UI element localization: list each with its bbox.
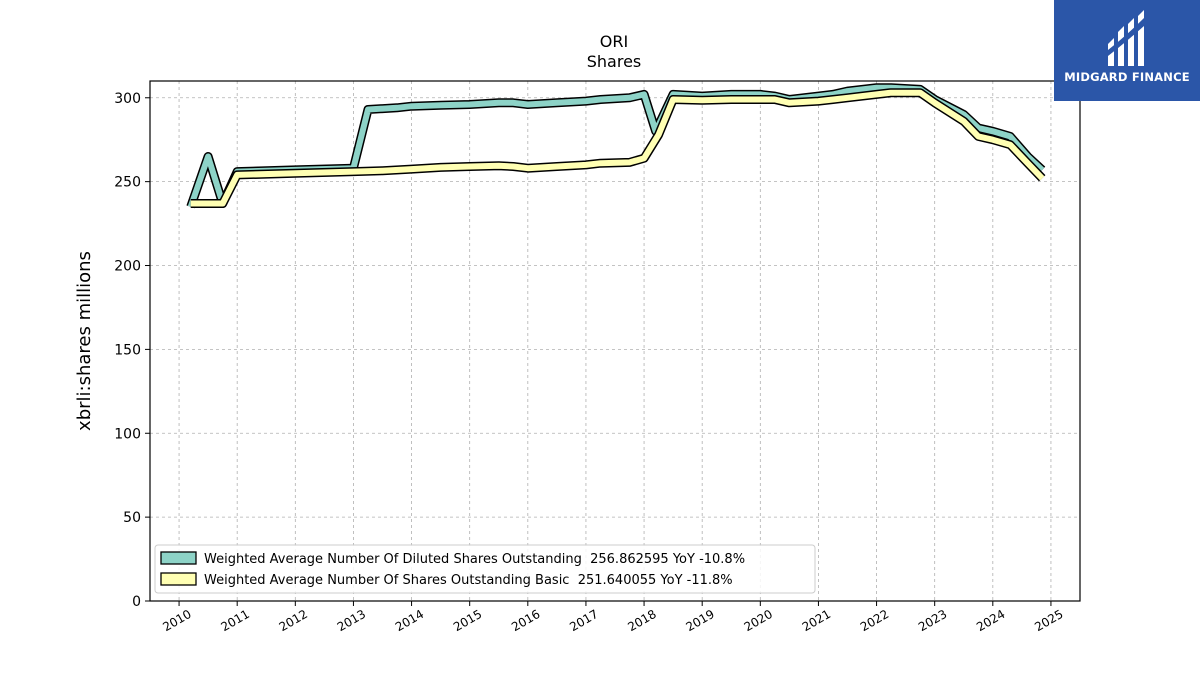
x-tick-label: 2021 (800, 607, 833, 634)
midgard-finance-logo: MIDGARD FINANCE (1054, 0, 1200, 101)
legend-label-basic: Weighted Average Number Of Shares Outsta… (204, 573, 733, 588)
series-line-1 (190, 89, 1045, 207)
y-tick-label: 300 (114, 91, 141, 107)
x-tick-label: 2010 (160, 607, 193, 634)
legend-swatch-diluted (160, 551, 197, 565)
y-tick-label: 100 (114, 426, 141, 442)
x-tick-label: 2017 (567, 607, 600, 634)
legend-swatch-basic (160, 572, 197, 586)
x-tick-label: 2025 (1032, 607, 1065, 634)
y-axis-label: xbrli:shares millions (74, 251, 95, 431)
y-tick-label: 200 (114, 259, 141, 275)
x-tick-label: 2014 (393, 607, 426, 634)
x-tick-label: 2020 (742, 607, 775, 634)
x-tick-label: 2023 (916, 607, 949, 634)
x-tick-label: 2019 (683, 607, 716, 634)
legend-label-diluted: Weighted Average Number Of Diluted Share… (204, 552, 745, 567)
y-tick-label: 150 (114, 342, 141, 358)
x-tick-label: 2015 (451, 607, 484, 634)
x-tick-label: 2013 (335, 607, 368, 634)
series-line-0 (187, 84, 1045, 208)
series-lines (186, 83, 1046, 209)
legend-box (154, 544, 816, 594)
legend: Weighted Average Number Of Diluted Share… (154, 544, 816, 594)
y-tick-label: 0 (132, 594, 141, 610)
logo-mark-icon (1108, 10, 1144, 66)
series-outline-1 (190, 88, 1046, 208)
series-outline-0 (186, 83, 1046, 209)
x-tick-label: 2024 (974, 607, 1007, 634)
logo-text: MIDGARD FINANCE (1064, 70, 1190, 84)
x-tick-label: 2016 (509, 607, 542, 634)
y-axis: 0 50 100 150 200 250 300 (114, 91, 150, 610)
x-tick-label: 2018 (625, 607, 658, 634)
x-tick-label: 2012 (277, 607, 310, 634)
x-axis: 2010 2011 2012 2013 2014 2015 2016 2017 2018 2019… (160, 601, 1066, 634)
y-tick-label: 250 (114, 175, 141, 191)
chart-subtitle: Shares (587, 52, 642, 71)
chart-title: ORI (600, 32, 628, 51)
y-tick-label: 50 (123, 510, 141, 526)
x-tick-label: 2011 (218, 607, 251, 634)
plot-frame (149, 80, 1081, 602)
x-tick-label: 2022 (858, 607, 891, 634)
